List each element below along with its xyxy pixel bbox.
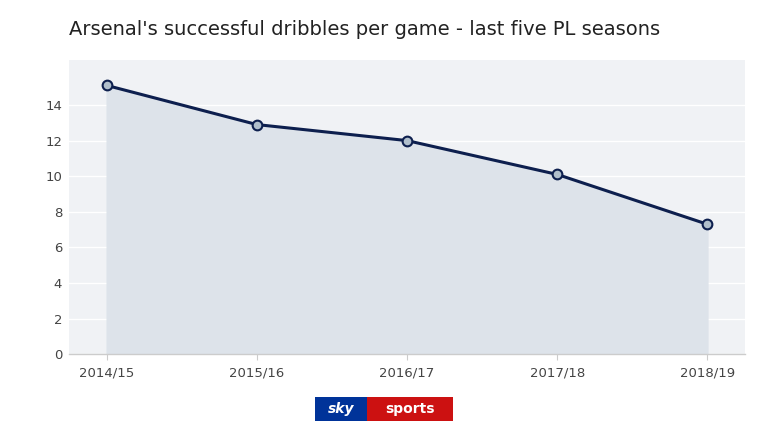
Text: sky: sky	[328, 402, 354, 416]
Text: sports: sports	[386, 402, 435, 416]
Text: Arsenal's successful dribbles per game - last five PL seasons: Arsenal's successful dribbles per game -…	[69, 20, 660, 39]
